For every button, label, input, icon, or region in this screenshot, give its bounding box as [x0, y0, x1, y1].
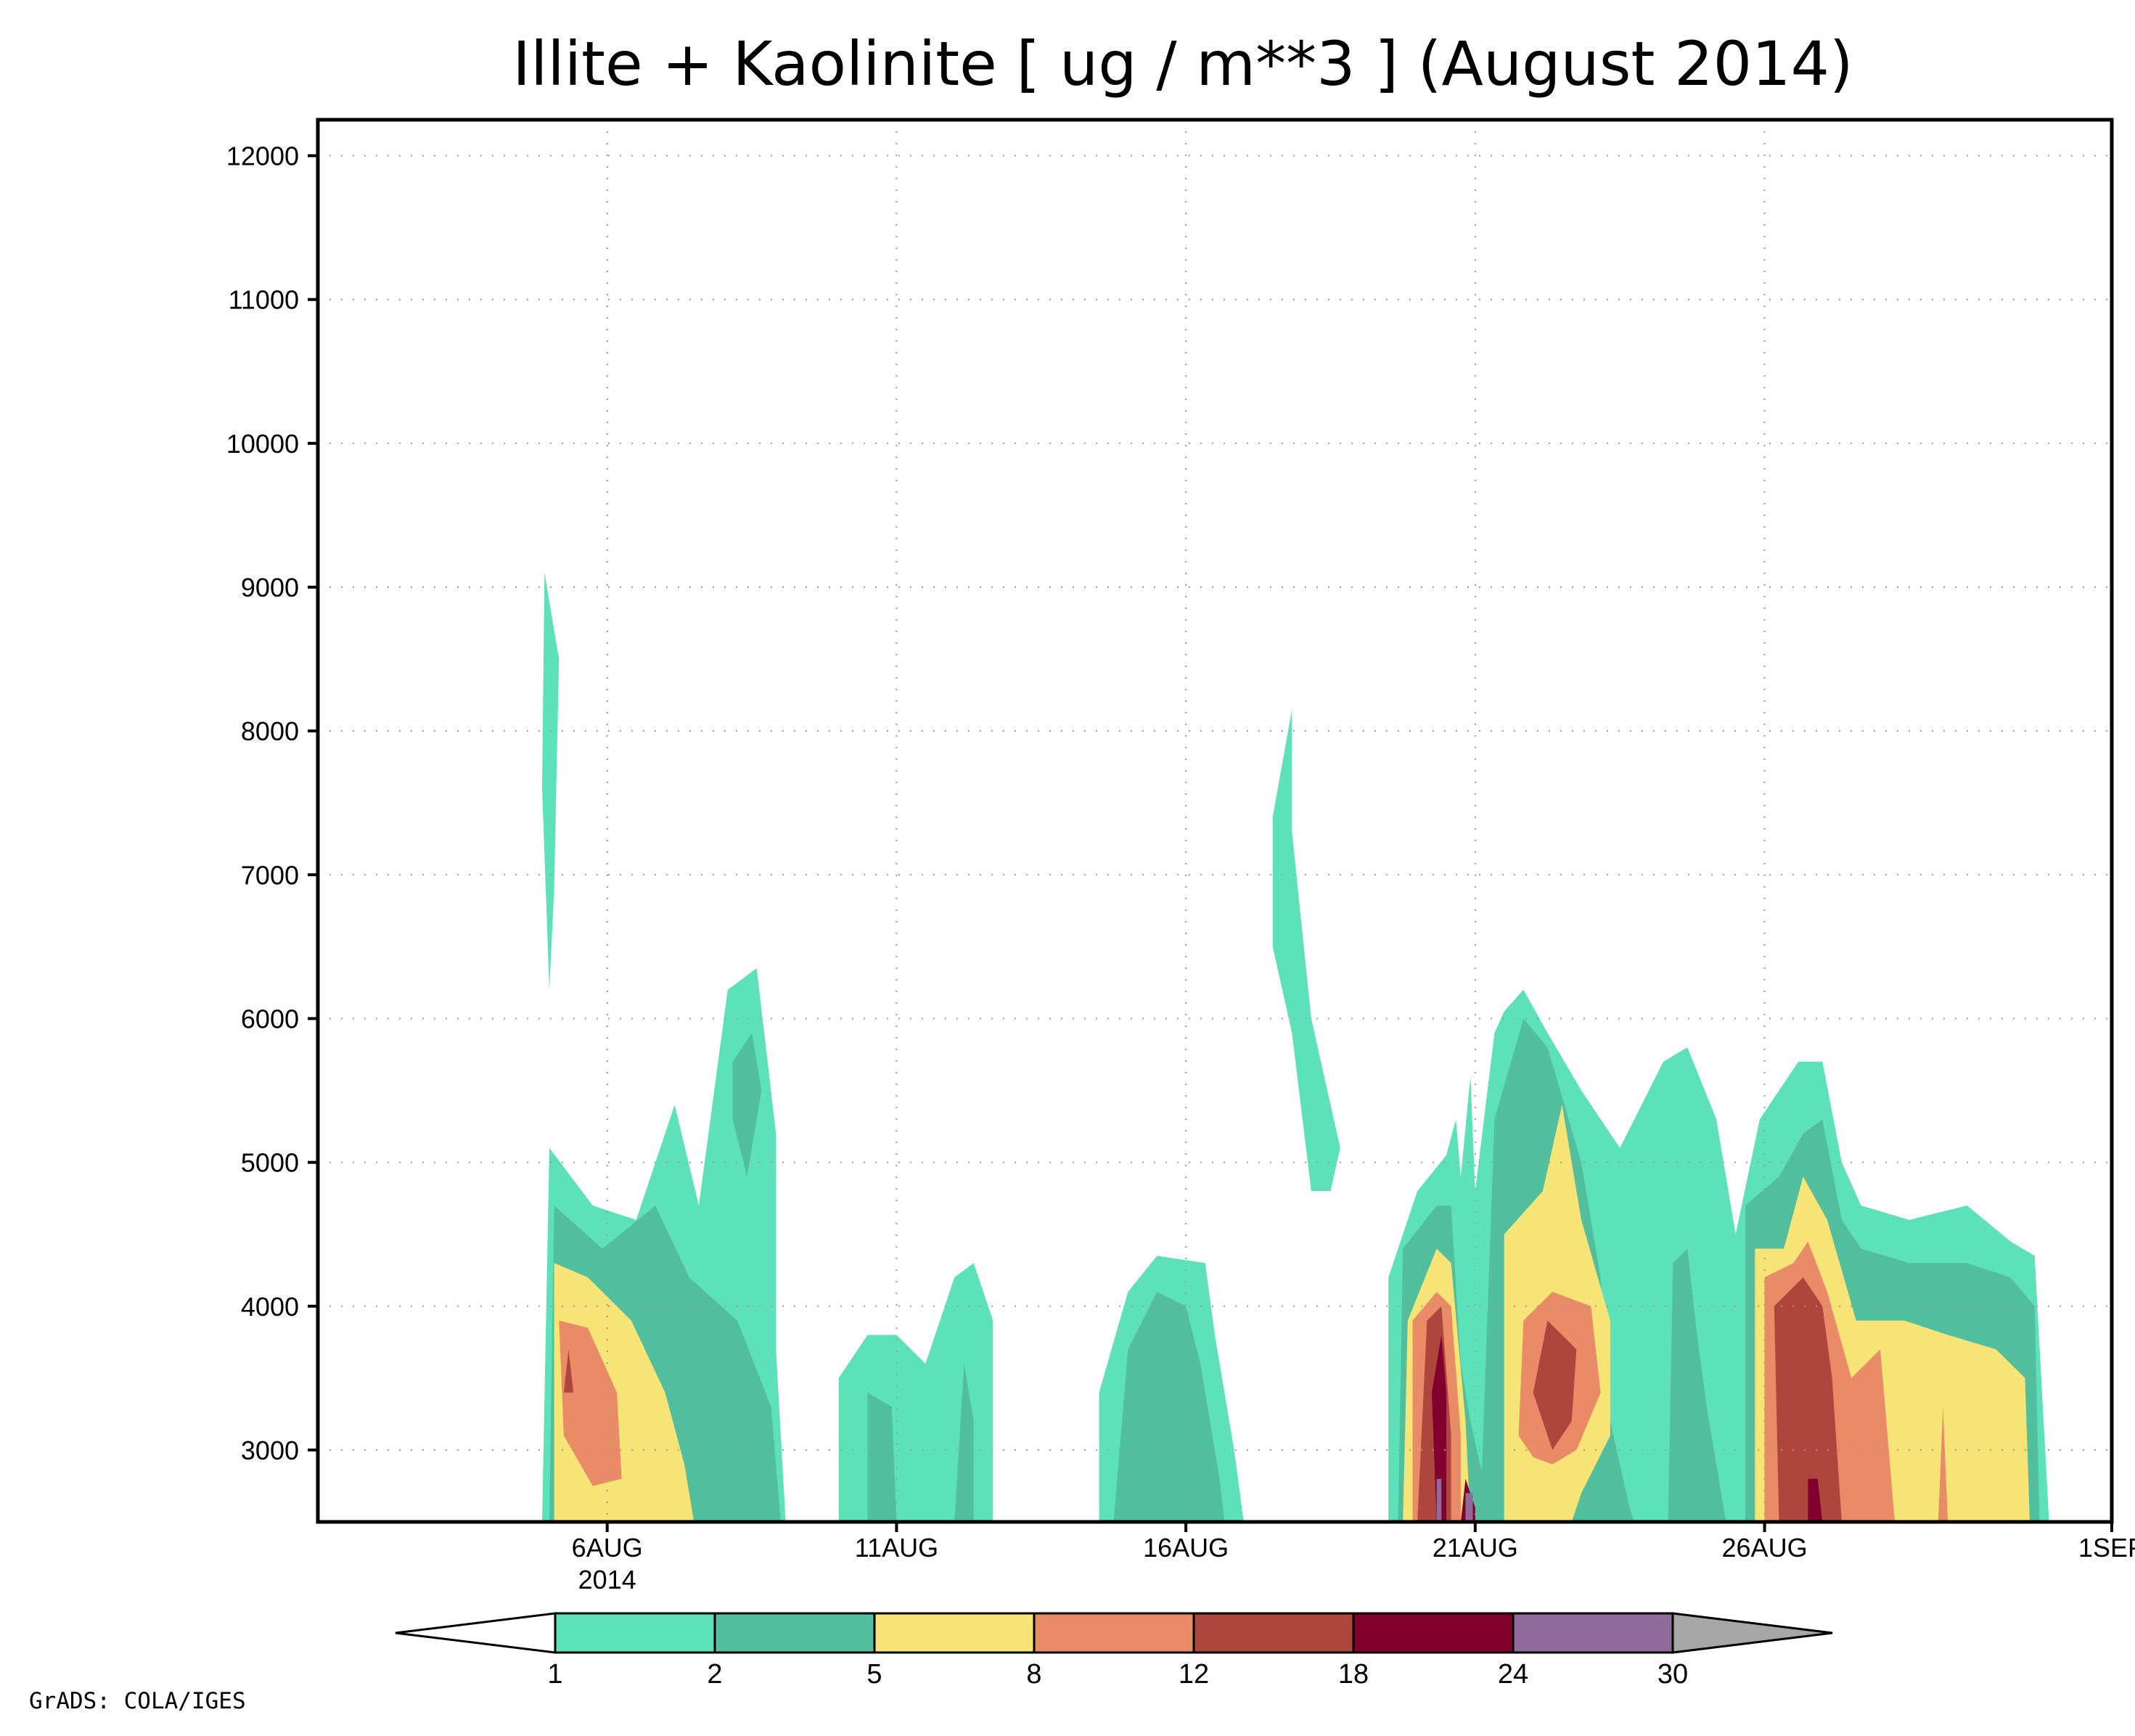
contour-region-band-5	[1774, 1277, 1842, 1522]
x-tick-label: 21AUG	[1433, 1533, 1518, 1563]
contour-region-band-1	[542, 573, 560, 990]
colorbar-over-triangle	[1671, 1612, 1833, 1654]
colorbar-swatch	[1192, 1612, 1355, 1654]
plot-area	[316, 118, 2114, 1524]
y-tick-label: 8000	[241, 716, 299, 746]
contour-region-band-2	[1113, 1292, 1225, 1522]
contour-region-band-6	[1808, 1478, 1823, 1522]
y-tick-label: 9000	[241, 573, 299, 602]
colorbar: 1 2 5 8 12 18 24 30	[395, 1612, 1833, 1690]
x-tick-label: 11AUG	[855, 1533, 938, 1563]
colorbar-swatch	[873, 1612, 1036, 1654]
y-tick-label: 4000	[241, 1292, 299, 1322]
contour-region-band-1	[1272, 709, 1340, 1192]
contour-region-band-2	[954, 1364, 974, 1522]
colorbar-level-label: 24	[1498, 1659, 1528, 1690]
contour-region-band-5	[1533, 1320, 1577, 1450]
colorbar-level-label: 8	[1026, 1659, 1041, 1690]
x-tick-label: 26AUG	[1722, 1533, 1808, 1563]
contour-region-band-7	[1465, 1493, 1473, 1522]
y-tick-label: 5000	[241, 1148, 299, 1178]
grads-credit: GrADS: COLA/IGES	[29, 1688, 246, 1714]
contour-region-band-7	[1436, 1478, 1442, 1522]
contour-fills	[542, 573, 2049, 1522]
colorbar-swatch	[1352, 1612, 1515, 1654]
colorbar-under-triangle	[395, 1612, 557, 1654]
x-tick-label: 1SEP	[2078, 1533, 2135, 1563]
colorbar-level-label: 1	[547, 1659, 562, 1690]
y-tick-label: 3000	[241, 1436, 299, 1465]
colorbar-swatch	[713, 1612, 876, 1654]
colorbar-level-label: 5	[866, 1659, 882, 1690]
contour-region-band-2	[867, 1392, 897, 1522]
colorbar-level-label: 12	[1179, 1659, 1209, 1690]
x-tick-label: 16AUG	[1143, 1533, 1229, 1563]
colorbar-swatch	[1512, 1612, 1674, 1654]
contour-region-band-5	[563, 1349, 574, 1393]
chart-title: Illite + Kaolinite [ ug / m**3 ] (August…	[512, 28, 1853, 99]
colorbar-swatch	[1033, 1612, 1195, 1654]
x-tick-sublabel: 2014	[578, 1565, 636, 1594]
y-axis: 3000 4000 5000 6000 7000 8000 9000 10000 11000 12…	[226, 142, 318, 1465]
colorbar-swatch	[554, 1612, 716, 1654]
colorbar-level-label: 2	[707, 1659, 722, 1690]
colorbar-level-label: 18	[1338, 1659, 1369, 1690]
y-tick-label: 12000	[226, 142, 299, 171]
contour-region-band-2	[732, 1033, 762, 1177]
plot-frame	[316, 118, 2114, 1524]
contour-region-band-2	[1668, 1248, 1726, 1522]
colorbar-level-label: 30	[1657, 1659, 1688, 1690]
contour-region-band-4	[559, 1320, 622, 1486]
contour-region-band-4	[1938, 1407, 1948, 1522]
y-tick-label: 10000	[226, 429, 299, 459]
contour-region-band-6	[1432, 1335, 1446, 1522]
y-tick-label: 7000	[241, 860, 299, 890]
y-tick-label: 11000	[229, 285, 299, 315]
x-tick-label: 6AUG	[572, 1533, 643, 1563]
y-tick-label: 6000	[241, 1004, 299, 1033]
